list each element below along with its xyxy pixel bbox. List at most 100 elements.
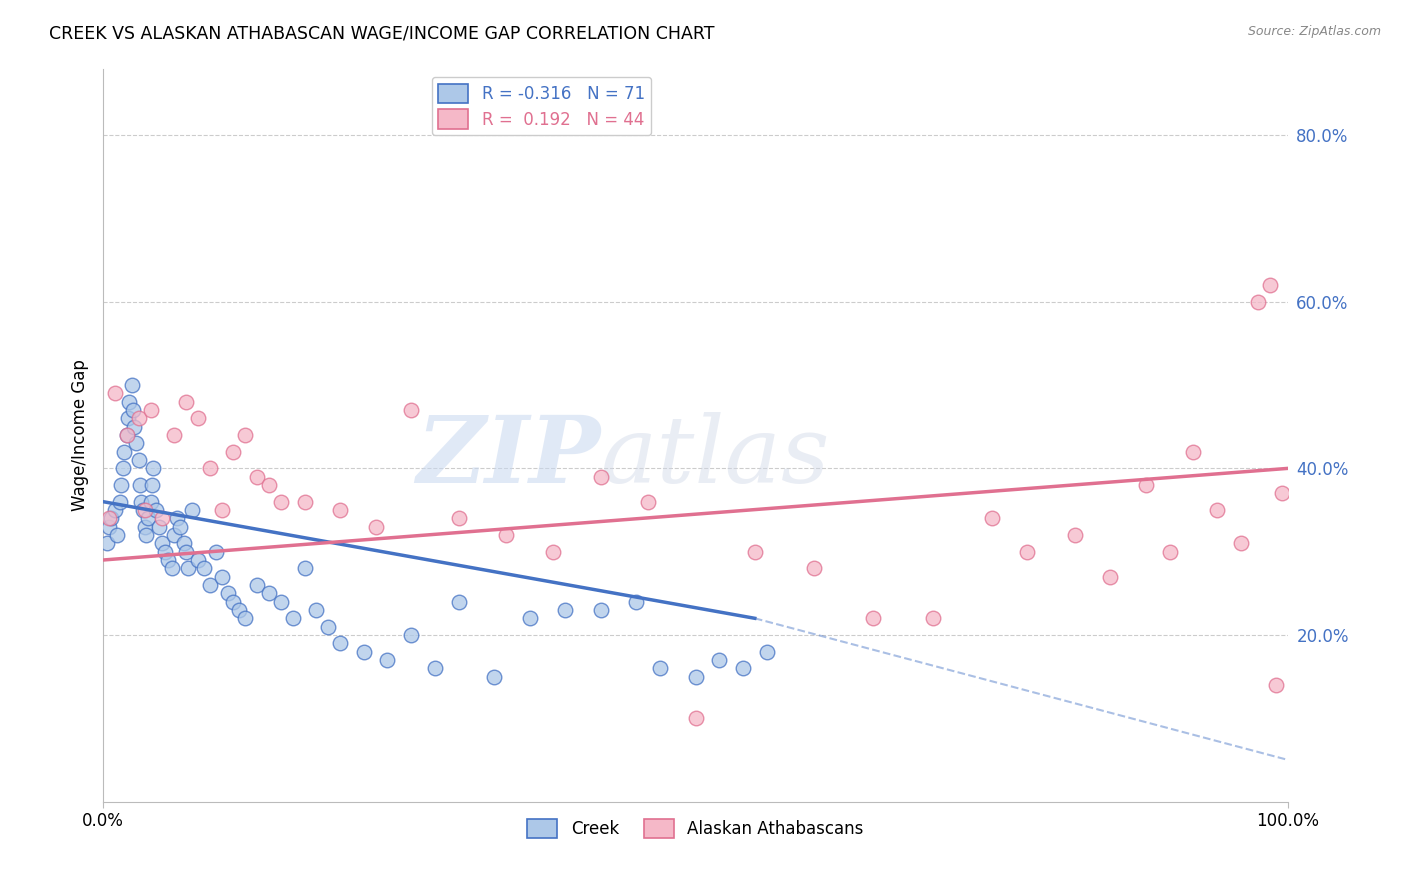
- Point: [980, 511, 1002, 525]
- Point: [169, 519, 191, 533]
- Point: [270, 494, 292, 508]
- Point: [142, 461, 165, 475]
- Point: [1247, 294, 1270, 309]
- Point: [163, 528, 186, 542]
- Point: [744, 544, 766, 558]
- Point: [1265, 678, 1288, 692]
- Point: [211, 569, 233, 583]
- Point: [121, 378, 143, 392]
- Point: [222, 594, 245, 608]
- Point: [353, 645, 375, 659]
- Point: [136, 511, 159, 525]
- Point: [141, 478, 163, 492]
- Point: [257, 586, 280, 600]
- Point: [139, 494, 162, 508]
- Point: [921, 611, 943, 625]
- Point: [482, 670, 505, 684]
- Text: ZIP: ZIP: [416, 412, 600, 502]
- Point: [160, 561, 183, 575]
- Point: [589, 469, 612, 483]
- Point: [377, 653, 399, 667]
- Point: [104, 386, 127, 401]
- Point: [104, 503, 127, 517]
- Point: [163, 428, 186, 442]
- Point: [1258, 278, 1281, 293]
- Point: [246, 469, 269, 483]
- Point: [637, 494, 659, 508]
- Point: [150, 511, 173, 525]
- Point: [1135, 478, 1157, 492]
- Point: [198, 578, 221, 592]
- Point: [862, 611, 884, 625]
- Point: [447, 594, 470, 608]
- Point: [233, 611, 256, 625]
- Point: [211, 503, 233, 517]
- Point: [294, 561, 316, 575]
- Point: [187, 411, 209, 425]
- Point: [134, 503, 156, 517]
- Point: [316, 620, 339, 634]
- Text: atlas: atlas: [600, 412, 831, 502]
- Point: [399, 628, 422, 642]
- Point: [329, 503, 352, 517]
- Point: [153, 544, 176, 558]
- Point: [121, 403, 143, 417]
- Point: [755, 645, 778, 659]
- Point: [803, 561, 825, 575]
- Point: [329, 636, 352, 650]
- Point: [364, 519, 387, 533]
- Point: [174, 544, 197, 558]
- Point: [118, 394, 141, 409]
- Point: [731, 661, 754, 675]
- Y-axis label: Wage/Income Gap: Wage/Income Gap: [72, 359, 89, 511]
- Point: [543, 544, 565, 558]
- Point: [281, 611, 304, 625]
- Text: CREEK VS ALASKAN ATHABASCAN WAGE/INCOME GAP CORRELATION CHART: CREEK VS ALASKAN ATHABASCAN WAGE/INCOME …: [49, 25, 714, 43]
- Point: [217, 586, 239, 600]
- Point: [1271, 486, 1294, 500]
- Point: [166, 511, 188, 525]
- Point: [98, 511, 121, 525]
- Point: [305, 603, 328, 617]
- Point: [709, 653, 731, 667]
- Point: [98, 519, 121, 533]
- Point: [187, 553, 209, 567]
- Point: [554, 603, 576, 617]
- Point: [1159, 544, 1181, 558]
- Point: [685, 711, 707, 725]
- Legend: Creek, Alaskan Athabascans: Creek, Alaskan Athabascans: [520, 812, 870, 845]
- Point: [1206, 503, 1229, 517]
- Point: [150, 536, 173, 550]
- Point: [1099, 569, 1122, 583]
- Point: [96, 536, 118, 550]
- Point: [122, 419, 145, 434]
- Point: [257, 478, 280, 492]
- Point: [128, 453, 150, 467]
- Point: [648, 661, 671, 675]
- Point: [108, 494, 131, 508]
- Point: [294, 494, 316, 508]
- Point: [114, 444, 136, 458]
- Point: [495, 528, 517, 542]
- Point: [117, 411, 139, 425]
- Point: [198, 461, 221, 475]
- Point: [173, 536, 195, 550]
- Point: [132, 503, 155, 517]
- Point: [1017, 544, 1039, 558]
- Point: [148, 519, 170, 533]
- Point: [145, 503, 167, 517]
- Point: [204, 544, 226, 558]
- Point: [100, 511, 122, 525]
- Point: [129, 494, 152, 508]
- Point: [685, 670, 707, 684]
- Point: [447, 511, 470, 525]
- Point: [228, 603, 250, 617]
- Point: [589, 603, 612, 617]
- Point: [246, 578, 269, 592]
- Point: [174, 394, 197, 409]
- Point: [157, 553, 180, 567]
- Point: [112, 461, 135, 475]
- Point: [105, 528, 128, 542]
- Point: [222, 444, 245, 458]
- Point: [177, 561, 200, 575]
